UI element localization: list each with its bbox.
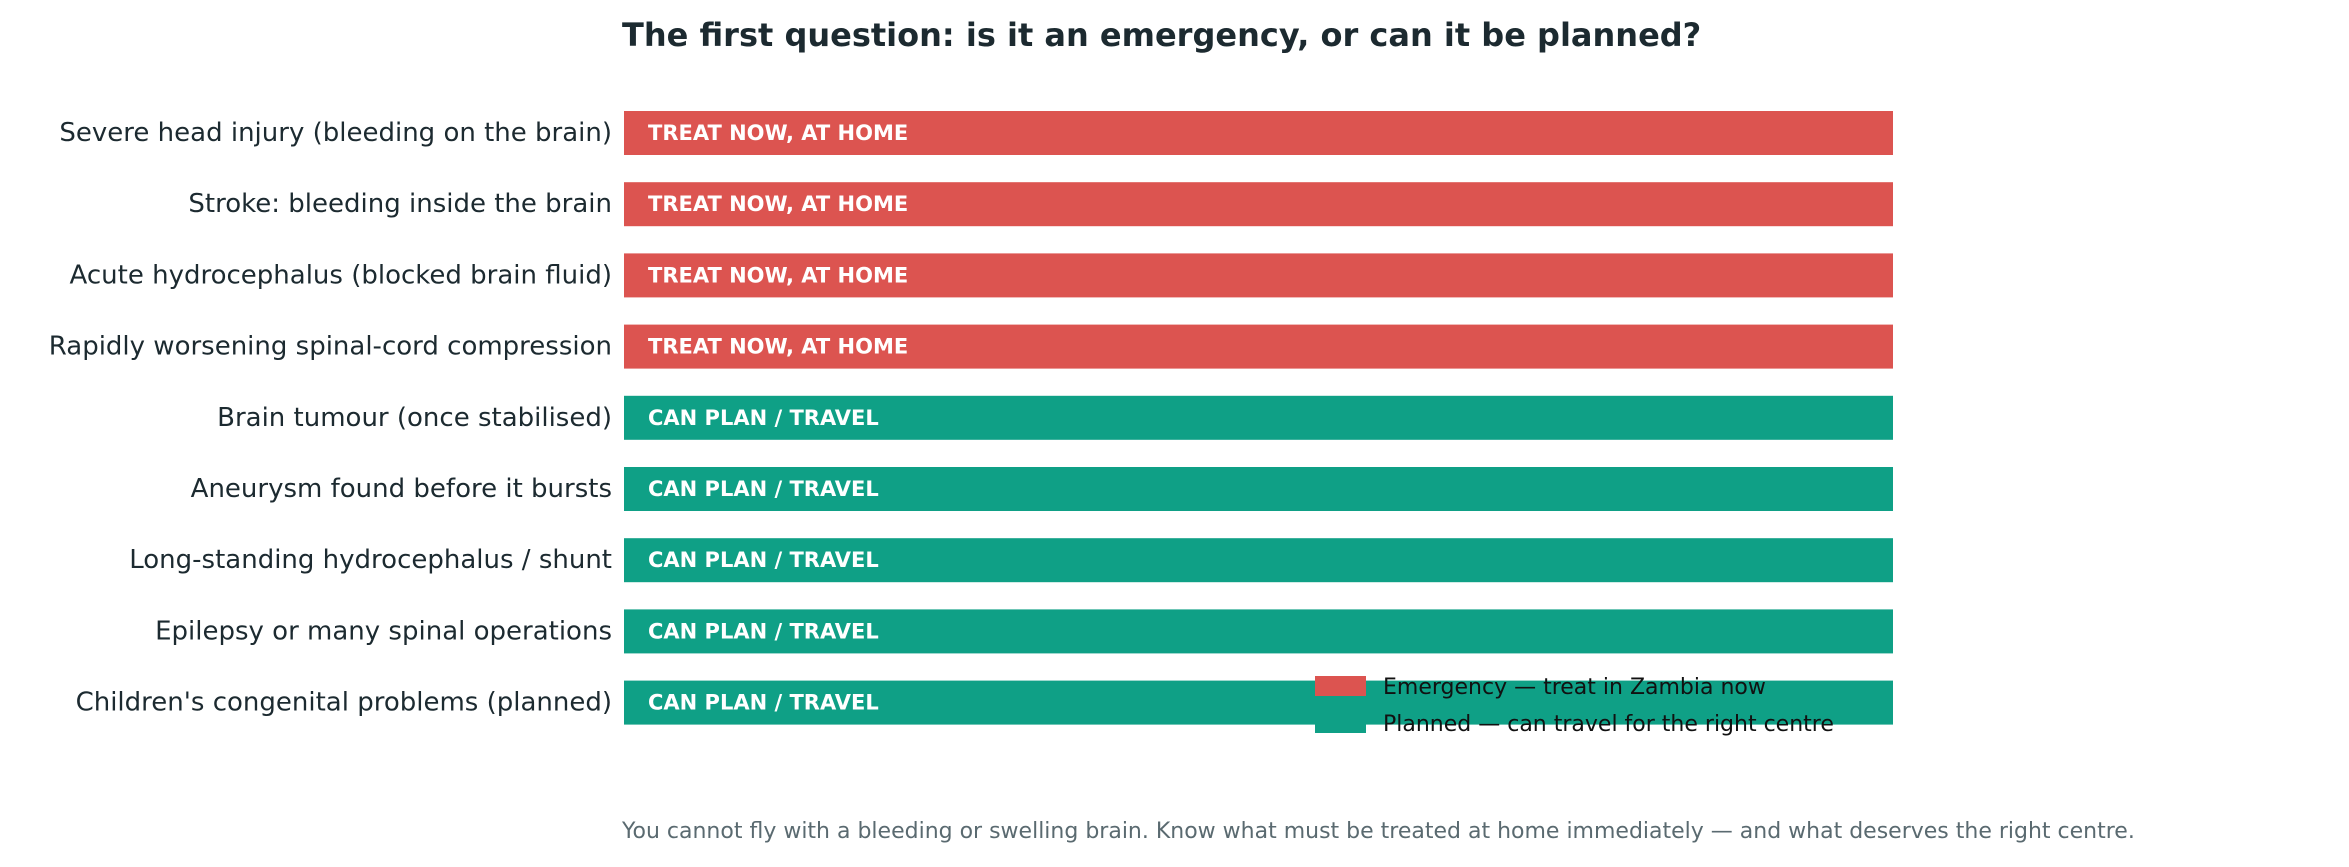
- chart-caption: You cannot fly with a bleeding or swelli…: [621, 819, 2135, 844]
- bar-label: CAN PLAN / TRAVEL: [648, 619, 879, 643]
- category-label: Severe head injury (bleeding on the brai…: [59, 118, 612, 148]
- bar-label: CAN PLAN / TRAVEL: [648, 548, 879, 572]
- category-label: Aneurysm found before it bursts: [191, 474, 612, 504]
- bar: [624, 253, 1893, 298]
- category-label: Acute hydrocephalus (blocked brain fluid…: [70, 260, 612, 290]
- bars-layer: Severe head injury (bleeding on the brai…: [49, 111, 1893, 725]
- bar-label: TREAT NOW, AT HOME: [648, 192, 908, 216]
- bar: [624, 609, 1893, 654]
- category-label: Children's congenital problems (planned): [76, 688, 612, 718]
- legend-swatch: [1315, 676, 1366, 696]
- bar: [624, 111, 1893, 155]
- category-label: Long-standing hydrocephalus / shunt: [129, 545, 612, 575]
- bar-label: TREAT NOW, AT HOME: [648, 263, 908, 287]
- legend: Emergency — treat in Zambia now Planned —…: [1315, 675, 1834, 737]
- legend-swatch: [1315, 713, 1366, 733]
- bar: [624, 680, 1893, 725]
- bar: [624, 538, 1893, 583]
- category-label: Epilepsy or many spinal operations: [155, 616, 612, 646]
- category-label: Rapidly worsening spinal-cord compressio…: [49, 332, 612, 362]
- legend-label: Emergency — treat in Zambia now: [1383, 675, 1766, 700]
- bar-label: TREAT NOW, AT HOME: [648, 335, 908, 359]
- bar-label: CAN PLAN / TRAVEL: [648, 477, 879, 501]
- bar: [624, 324, 1893, 369]
- bar-label: TREAT NOW, AT HOME: [648, 121, 908, 145]
- chart-title: The first question: is it an emergency, …: [622, 16, 1701, 54]
- bar: [624, 395, 1893, 440]
- bar-label: CAN PLAN / TRAVEL: [648, 691, 879, 715]
- bar-label: CAN PLAN / TRAVEL: [648, 406, 879, 430]
- bar: [624, 182, 1893, 227]
- category-label: Brain tumour (once stabilised): [217, 403, 612, 433]
- legend-label: Planned — can travel for the right centr…: [1383, 712, 1834, 737]
- category-label: Stroke: bleeding inside the brain: [188, 189, 612, 219]
- bar: [624, 467, 1893, 511]
